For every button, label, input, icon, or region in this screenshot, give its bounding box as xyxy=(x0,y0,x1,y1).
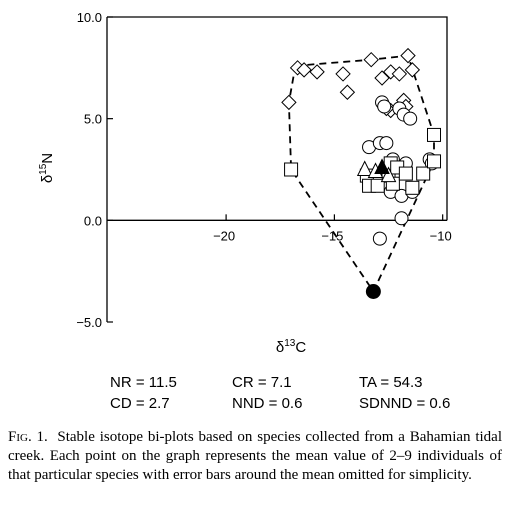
y-tick-label: 0.0 xyxy=(84,213,102,228)
figure-caption: Fig. 1. Stable isotope bi-plots based on… xyxy=(8,428,502,485)
figure-label: Fig. 1. xyxy=(8,429,48,445)
diamond-point xyxy=(310,65,324,79)
square-point xyxy=(406,181,419,194)
x-tick-label: −10 xyxy=(430,228,452,243)
x-axis-title: δ13C xyxy=(276,338,306,356)
circle-point xyxy=(380,137,393,150)
scatter-plot: 10.0 5.0 0.0 −5.0 −20 −15 −10 δ13C δ15N xyxy=(0,0,509,370)
diamond-point xyxy=(282,95,296,109)
y-tick-label: 5.0 xyxy=(84,112,102,127)
x-tick-label: −15 xyxy=(321,228,343,243)
circle-point xyxy=(373,232,386,245)
diamond-point xyxy=(336,67,350,81)
square-point xyxy=(428,155,441,168)
metrics-row-1: NR = 11.5 CR = 7.1 TA = 54.3 xyxy=(110,372,490,393)
y-axis-title: δ15N xyxy=(38,153,56,183)
y-tick-label: −5.0 xyxy=(76,315,102,330)
square-point xyxy=(428,128,441,141)
metrics-row-2: CD = 2.7 NND = 0.6 SDNND = 0.6 xyxy=(110,393,490,414)
diamond-point xyxy=(401,49,415,63)
diamond-point xyxy=(340,85,354,99)
triangle-point xyxy=(358,162,372,176)
filled-circle-point xyxy=(366,285,380,299)
caption-text: Stable isotope bi-plots based on species… xyxy=(8,429,502,483)
square-point xyxy=(399,167,412,180)
metric-sdnnd: SDNND = 0.6 xyxy=(359,393,490,414)
diamond-point xyxy=(405,63,419,77)
x-tick-label: −20 xyxy=(213,228,235,243)
circle-point xyxy=(378,100,391,113)
data-points xyxy=(282,49,441,299)
metric-ta: TA = 54.3 xyxy=(359,372,490,393)
metric-cr: CR = 7.1 xyxy=(232,372,359,393)
square-point xyxy=(285,163,298,176)
circle-point xyxy=(404,112,417,125)
circle-point xyxy=(395,212,408,225)
metric-nr: NR = 11.5 xyxy=(110,372,232,393)
y-tick-label: 10.0 xyxy=(77,10,102,25)
community-metrics: NR = 11.5 CR = 7.1 TA = 54.3 CD = 2.7 NN… xyxy=(110,372,490,414)
square-point xyxy=(417,167,430,180)
metric-cd: CD = 2.7 xyxy=(110,393,232,414)
metric-nnd: NND = 0.6 xyxy=(232,393,359,414)
diamond-point xyxy=(364,53,378,67)
